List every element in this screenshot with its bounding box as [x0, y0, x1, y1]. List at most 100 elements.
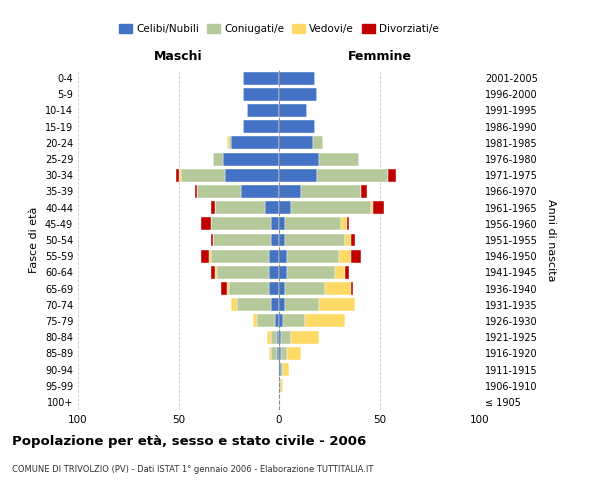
Bar — [325, 282, 352, 295]
Bar — [287, 266, 335, 279]
Y-axis label: Fasce di età: Fasce di età — [29, 207, 39, 273]
Bar — [211, 266, 215, 279]
Bar — [317, 169, 388, 181]
Bar — [243, 120, 279, 133]
Bar — [277, 330, 279, 344]
Bar — [279, 379, 281, 392]
Bar — [211, 250, 269, 262]
Bar — [227, 136, 229, 149]
Bar — [279, 347, 281, 360]
Bar — [200, 250, 209, 262]
Bar — [340, 250, 352, 262]
Bar — [215, 201, 265, 214]
Bar — [209, 250, 211, 262]
Bar — [271, 330, 277, 344]
Bar — [279, 266, 287, 279]
Bar — [181, 169, 225, 181]
Bar — [287, 347, 301, 360]
Bar — [279, 72, 315, 85]
Bar — [231, 298, 237, 311]
Bar — [269, 347, 271, 360]
Bar — [200, 218, 211, 230]
Bar — [371, 201, 373, 214]
Bar — [241, 185, 279, 198]
Bar — [279, 234, 285, 246]
Bar — [279, 298, 285, 311]
Bar — [341, 218, 347, 230]
Bar — [291, 201, 371, 214]
Bar — [283, 314, 305, 328]
Bar — [319, 298, 355, 311]
Bar — [212, 152, 223, 166]
Bar — [243, 72, 279, 85]
Bar — [373, 201, 383, 214]
Bar — [279, 363, 281, 376]
Bar — [291, 330, 319, 344]
Bar — [215, 266, 217, 279]
Bar — [211, 201, 215, 214]
Bar — [305, 314, 346, 328]
Bar — [279, 185, 301, 198]
Bar — [279, 218, 285, 230]
Y-axis label: Anni di nascita: Anni di nascita — [546, 198, 556, 281]
Bar — [253, 314, 257, 328]
Bar — [279, 282, 285, 295]
Bar — [346, 266, 349, 279]
Bar — [257, 314, 275, 328]
Bar — [217, 266, 269, 279]
Bar — [352, 234, 355, 246]
Bar — [211, 218, 271, 230]
Bar — [279, 169, 317, 181]
Bar — [279, 104, 307, 117]
Bar — [352, 250, 361, 262]
Bar — [271, 347, 277, 360]
Bar — [361, 185, 367, 198]
Bar — [279, 136, 313, 149]
Bar — [176, 169, 179, 181]
Bar — [388, 169, 395, 181]
Text: COMUNE DI TRIVOLZIO (PV) - Dati ISTAT 1° gennaio 2006 - Elaborazione TUTTITALIA.: COMUNE DI TRIVOLZIO (PV) - Dati ISTAT 1°… — [12, 465, 373, 474]
Bar — [285, 218, 341, 230]
Text: Femmine: Femmine — [347, 50, 412, 63]
Bar — [197, 185, 241, 198]
Bar — [285, 282, 325, 295]
Text: Maschi: Maschi — [154, 50, 203, 63]
Bar — [229, 282, 269, 295]
Bar — [271, 298, 279, 311]
Bar — [229, 136, 231, 149]
Bar — [287, 250, 340, 262]
Bar — [279, 201, 291, 214]
Bar — [211, 234, 212, 246]
Bar — [265, 201, 279, 214]
Bar — [347, 218, 349, 230]
Bar — [271, 218, 279, 230]
Bar — [279, 330, 281, 344]
Bar — [279, 250, 287, 262]
Bar — [281, 347, 287, 360]
Bar — [313, 136, 323, 149]
Bar — [225, 169, 279, 181]
Bar — [281, 363, 283, 376]
Text: Popolazione per età, sesso e stato civile - 2006: Popolazione per età, sesso e stato civil… — [12, 435, 366, 448]
Bar — [285, 298, 319, 311]
Bar — [237, 298, 271, 311]
Bar — [221, 282, 227, 295]
Bar — [247, 104, 279, 117]
Bar — [283, 363, 289, 376]
Bar — [279, 120, 315, 133]
Bar — [231, 136, 279, 149]
Bar — [223, 152, 279, 166]
Bar — [279, 314, 283, 328]
Bar — [267, 330, 271, 344]
Bar — [275, 314, 279, 328]
Bar — [281, 330, 291, 344]
Bar — [279, 152, 319, 166]
Bar — [194, 185, 197, 198]
Bar — [212, 234, 271, 246]
Bar — [277, 347, 279, 360]
Bar — [279, 88, 317, 101]
Bar — [346, 234, 352, 246]
Bar — [243, 88, 279, 101]
Bar — [269, 250, 279, 262]
Bar — [281, 379, 283, 392]
